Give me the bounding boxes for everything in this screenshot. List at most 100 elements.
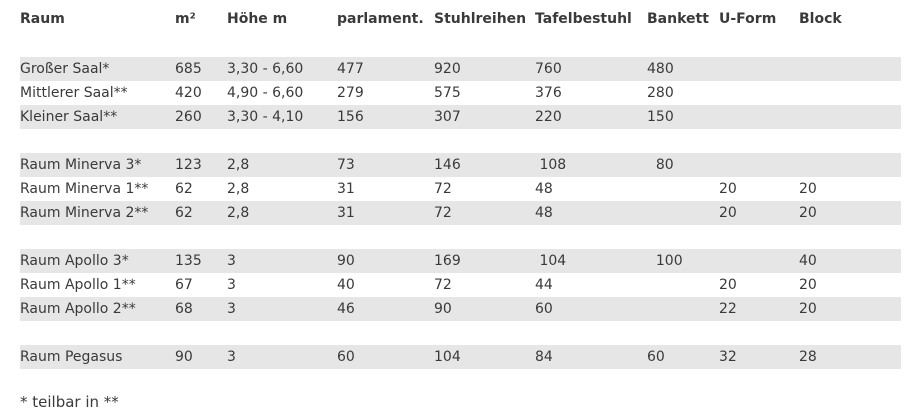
- table-cell: 73: [337, 157, 355, 173]
- table-cell: Raum Minerva 1**: [20, 181, 149, 197]
- table-cell: 20: [719, 205, 737, 221]
- table-cell: 156: [337, 109, 364, 125]
- table-cell: 3,30 - 4,10: [227, 109, 304, 125]
- table-cell: 4,90 - 6,60: [227, 85, 304, 101]
- table-cell: 3,30 - 6,60: [227, 61, 304, 77]
- table-row: Raum Apollo 3* 135 3 90 169 104 100 40: [20, 249, 901, 273]
- table-row: Kleiner Saal** 260 3,30 - 4,10 156 307 220 150: [20, 105, 901, 129]
- table-row: [20, 129, 901, 153]
- table-cell: 2,8: [227, 205, 250, 221]
- table-cell: Raum Apollo 2**: [20, 301, 136, 317]
- table-cell: 22: [719, 301, 737, 317]
- table-row: Raum Pegasus 90 3 60 104 84 60 32 28: [20, 345, 901, 369]
- table-cell: 32: [719, 349, 737, 365]
- table-cell: 48: [535, 181, 553, 197]
- table-cell: 279: [337, 85, 364, 101]
- table-row: [20, 225, 901, 249]
- table-row: Mittlerer Saal** 420 4,90 - 6,60 279 575 376 2…: [20, 81, 901, 105]
- table-cell: 220: [535, 109, 562, 125]
- table-cell: 40: [799, 253, 817, 269]
- table-body: Großer Saal* 685 3,30 - 6,60 477 920 760 480 Mi…: [20, 33, 901, 369]
- table-cell: 104: [434, 349, 461, 365]
- table-cell: 20: [799, 205, 817, 221]
- header-raum: Raum: [20, 11, 65, 27]
- table-row: Raum Minerva 1** 62 2,8 31 72 48 20 20: [20, 177, 901, 201]
- table-cell: 169: [434, 253, 461, 269]
- table-cell: 60: [337, 349, 355, 365]
- table-cell: 2,8: [227, 181, 250, 197]
- table-cell: 3: [227, 349, 236, 365]
- header-parlament: parlament.: [337, 11, 424, 27]
- header-height: Höhe m: [227, 11, 288, 27]
- table-cell: 90: [434, 301, 452, 317]
- table-row: Raum Apollo 2** 68 3 46 90 60 22 20: [20, 297, 901, 321]
- table-cell: 48: [535, 205, 553, 221]
- table-cell: 31: [337, 205, 355, 221]
- table-cell: 72: [434, 277, 452, 293]
- table-cell: 20: [799, 181, 817, 197]
- table-cell: 100: [647, 253, 683, 269]
- table-cell: 260: [175, 109, 202, 125]
- header-bankett: Bankett: [647, 11, 709, 27]
- table-cell: 3: [227, 253, 236, 269]
- header-block: Block: [799, 11, 842, 27]
- table-cell: 920: [434, 61, 461, 77]
- table-cell: 31: [337, 181, 355, 197]
- table-cell: 104: [535, 253, 567, 269]
- table-cell: 46: [337, 301, 355, 317]
- table-cell: Raum Minerva 2**: [20, 205, 149, 221]
- table-header-row: Raum m² Höhe m parlament. Stuhlreihen Ta…: [20, 0, 901, 33]
- table-cell: 685: [175, 61, 202, 77]
- table-cell: Großer Saal*: [20, 61, 110, 77]
- table-cell: 307: [434, 109, 461, 125]
- header-u-form: U-Form: [719, 11, 777, 27]
- table-cell: 20: [799, 301, 817, 317]
- table-cell: 90: [337, 253, 355, 269]
- table-row: Raum Minerva 3* 123 2,8 73 146 108 80: [20, 153, 901, 177]
- table-cell: 28: [799, 349, 817, 365]
- table-cell: 123: [175, 157, 202, 173]
- room-capacity-table: Raum m² Höhe m parlament. Stuhlreihen Ta…: [20, 0, 901, 369]
- table-cell: 480: [647, 61, 674, 77]
- table-cell: 477: [337, 61, 364, 77]
- table-cell: 108: [535, 157, 567, 173]
- table-row: [20, 33, 901, 57]
- table-cell: Raum Apollo 3*: [20, 253, 129, 269]
- table-cell: 20: [719, 181, 737, 197]
- table-cell: Kleiner Saal**: [20, 109, 118, 125]
- table-cell: 3: [227, 277, 236, 293]
- header-area: m²: [175, 11, 196, 27]
- table-cell: Mittlerer Saal**: [20, 85, 128, 101]
- table-cell: 84: [535, 349, 553, 365]
- table-row: Großer Saal* 685 3,30 - 6,60 477 920 760 480: [20, 57, 901, 81]
- table-cell: 40: [337, 277, 355, 293]
- table-cell: 90: [175, 349, 193, 365]
- table-cell: 62: [175, 205, 193, 221]
- table-cell: 575: [434, 85, 461, 101]
- table-cell: 280: [647, 85, 674, 101]
- table-cell: 20: [799, 277, 817, 293]
- table-cell: 80: [647, 157, 674, 173]
- table-cell: 135: [175, 253, 202, 269]
- table-cell: 20: [719, 277, 737, 293]
- table-cell: 376: [535, 85, 562, 101]
- table-cell: 68: [175, 301, 193, 317]
- table-row: Raum Apollo 1** 67 3 40 72 44 20 20: [20, 273, 901, 297]
- table-cell: 146: [434, 157, 461, 173]
- table-cell: 420: [175, 85, 202, 101]
- table-cell: Raum Apollo 1**: [20, 277, 136, 293]
- header-tafelbestuhl: Tafelbestuhl: [535, 11, 632, 27]
- table-row: Raum Minerva 2** 62 2,8 31 72 48 20 20: [20, 201, 901, 225]
- table-cell: 2,8: [227, 157, 250, 173]
- table-cell: 67: [175, 277, 193, 293]
- table-cell: 72: [434, 181, 452, 197]
- table-cell: Raum Pegasus: [20, 349, 123, 365]
- header-stuhlreihen: Stuhlreihen: [434, 11, 527, 27]
- table-cell: 150: [647, 109, 674, 125]
- table-cell: 3: [227, 301, 236, 317]
- table-row: [20, 321, 901, 345]
- table-cell: 62: [175, 181, 193, 197]
- footnote: * teilbar in **: [20, 393, 119, 411]
- table-cell: 72: [434, 205, 452, 221]
- table-cell: 760: [535, 61, 562, 77]
